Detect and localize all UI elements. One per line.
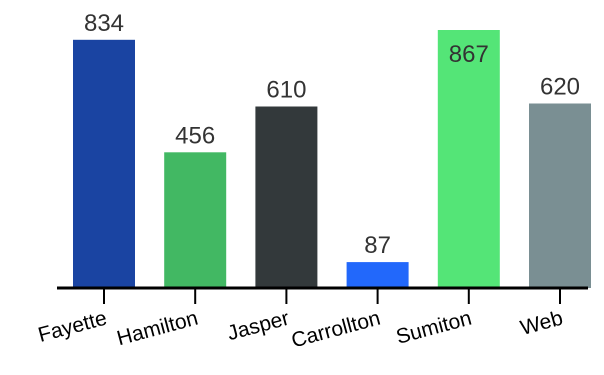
bar-web — [529, 103, 591, 288]
tick-label-sumiton: Sumiton — [394, 307, 474, 349]
tick-label-web: Web — [518, 307, 565, 340]
tick-label-fayette: Fayette — [36, 307, 110, 347]
value-label-fayette: 834 — [84, 10, 124, 37]
bar-fayette — [73, 39, 135, 288]
value-label-sumiton: 867 — [449, 41, 489, 68]
bar-sumiton — [437, 30, 500, 288]
value-label-hamilton: 456 — [175, 122, 215, 149]
value-labels-group: 834 456 610 87 867 620 — [84, 10, 580, 259]
tick-label-hamilton: Hamilton — [114, 307, 200, 351]
value-label-jasper: 610 — [266, 77, 306, 104]
value-label-carrollton: 87 — [364, 232, 391, 259]
tick-label-carrollton: Carrollton — [289, 307, 383, 353]
bar-carrollton — [346, 262, 409, 288]
bars-group — [73, 30, 591, 288]
bar-jasper — [255, 106, 318, 288]
bar-hamilton — [164, 152, 227, 288]
x-axis-ticks-group — [103, 288, 561, 304]
value-label-web: 620 — [540, 74, 580, 101]
tick-label-jasper: Jasper — [225, 307, 292, 346]
